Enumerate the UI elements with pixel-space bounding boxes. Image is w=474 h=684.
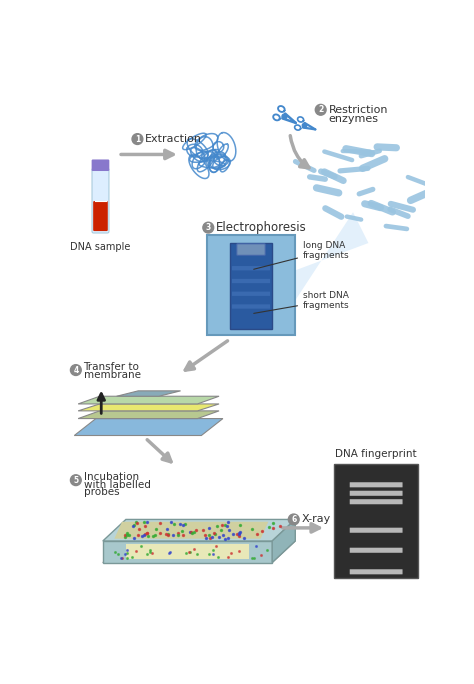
Text: enzymes: enzymes [328,114,378,124]
Text: Restriction: Restriction [328,105,388,115]
FancyBboxPatch shape [232,266,270,270]
Text: 2: 2 [318,105,323,114]
Circle shape [71,475,81,486]
Circle shape [315,105,326,115]
Text: Electrophoresis: Electrophoresis [216,221,307,234]
Polygon shape [78,404,219,411]
FancyBboxPatch shape [207,235,295,335]
Text: DNA sample: DNA sample [70,242,131,252]
Text: 1: 1 [135,135,140,144]
FancyBboxPatch shape [91,159,109,171]
FancyBboxPatch shape [237,244,265,255]
Text: DNA fingerprint: DNA fingerprint [335,449,417,459]
FancyBboxPatch shape [350,499,402,504]
FancyBboxPatch shape [93,201,108,231]
Polygon shape [78,411,219,419]
Text: 6: 6 [291,515,296,524]
Polygon shape [114,522,268,539]
FancyBboxPatch shape [232,279,270,283]
Polygon shape [74,419,223,436]
Polygon shape [117,391,181,396]
Circle shape [288,514,299,525]
Polygon shape [295,212,368,300]
Text: 5: 5 [73,475,78,485]
Text: probes: probes [83,488,119,497]
FancyBboxPatch shape [232,304,270,308]
Polygon shape [103,541,295,562]
Circle shape [71,365,81,376]
Polygon shape [272,519,295,562]
FancyBboxPatch shape [350,569,402,575]
Text: membrane: membrane [83,371,140,380]
Polygon shape [103,541,272,562]
Circle shape [203,222,214,233]
FancyBboxPatch shape [350,482,402,487]
FancyBboxPatch shape [92,168,109,233]
Text: 4: 4 [73,365,79,375]
FancyBboxPatch shape [350,490,402,496]
FancyBboxPatch shape [232,291,270,296]
Text: Extraction: Extraction [145,134,202,144]
FancyBboxPatch shape [126,544,249,560]
FancyBboxPatch shape [350,548,402,553]
Text: Transfer to: Transfer to [83,362,139,372]
Text: 3: 3 [206,223,211,232]
Text: with labelled: with labelled [83,479,150,490]
Polygon shape [78,396,219,404]
Text: short DNA
fragments: short DNA fragments [254,291,350,313]
Text: X-ray: X-ray [301,514,331,525]
FancyBboxPatch shape [230,243,272,329]
Circle shape [132,133,143,144]
FancyBboxPatch shape [334,464,419,578]
FancyBboxPatch shape [350,527,402,533]
Text: Incubation: Incubation [83,472,139,482]
Polygon shape [103,519,295,541]
Text: long DNA
fragments: long DNA fragments [254,241,350,269]
